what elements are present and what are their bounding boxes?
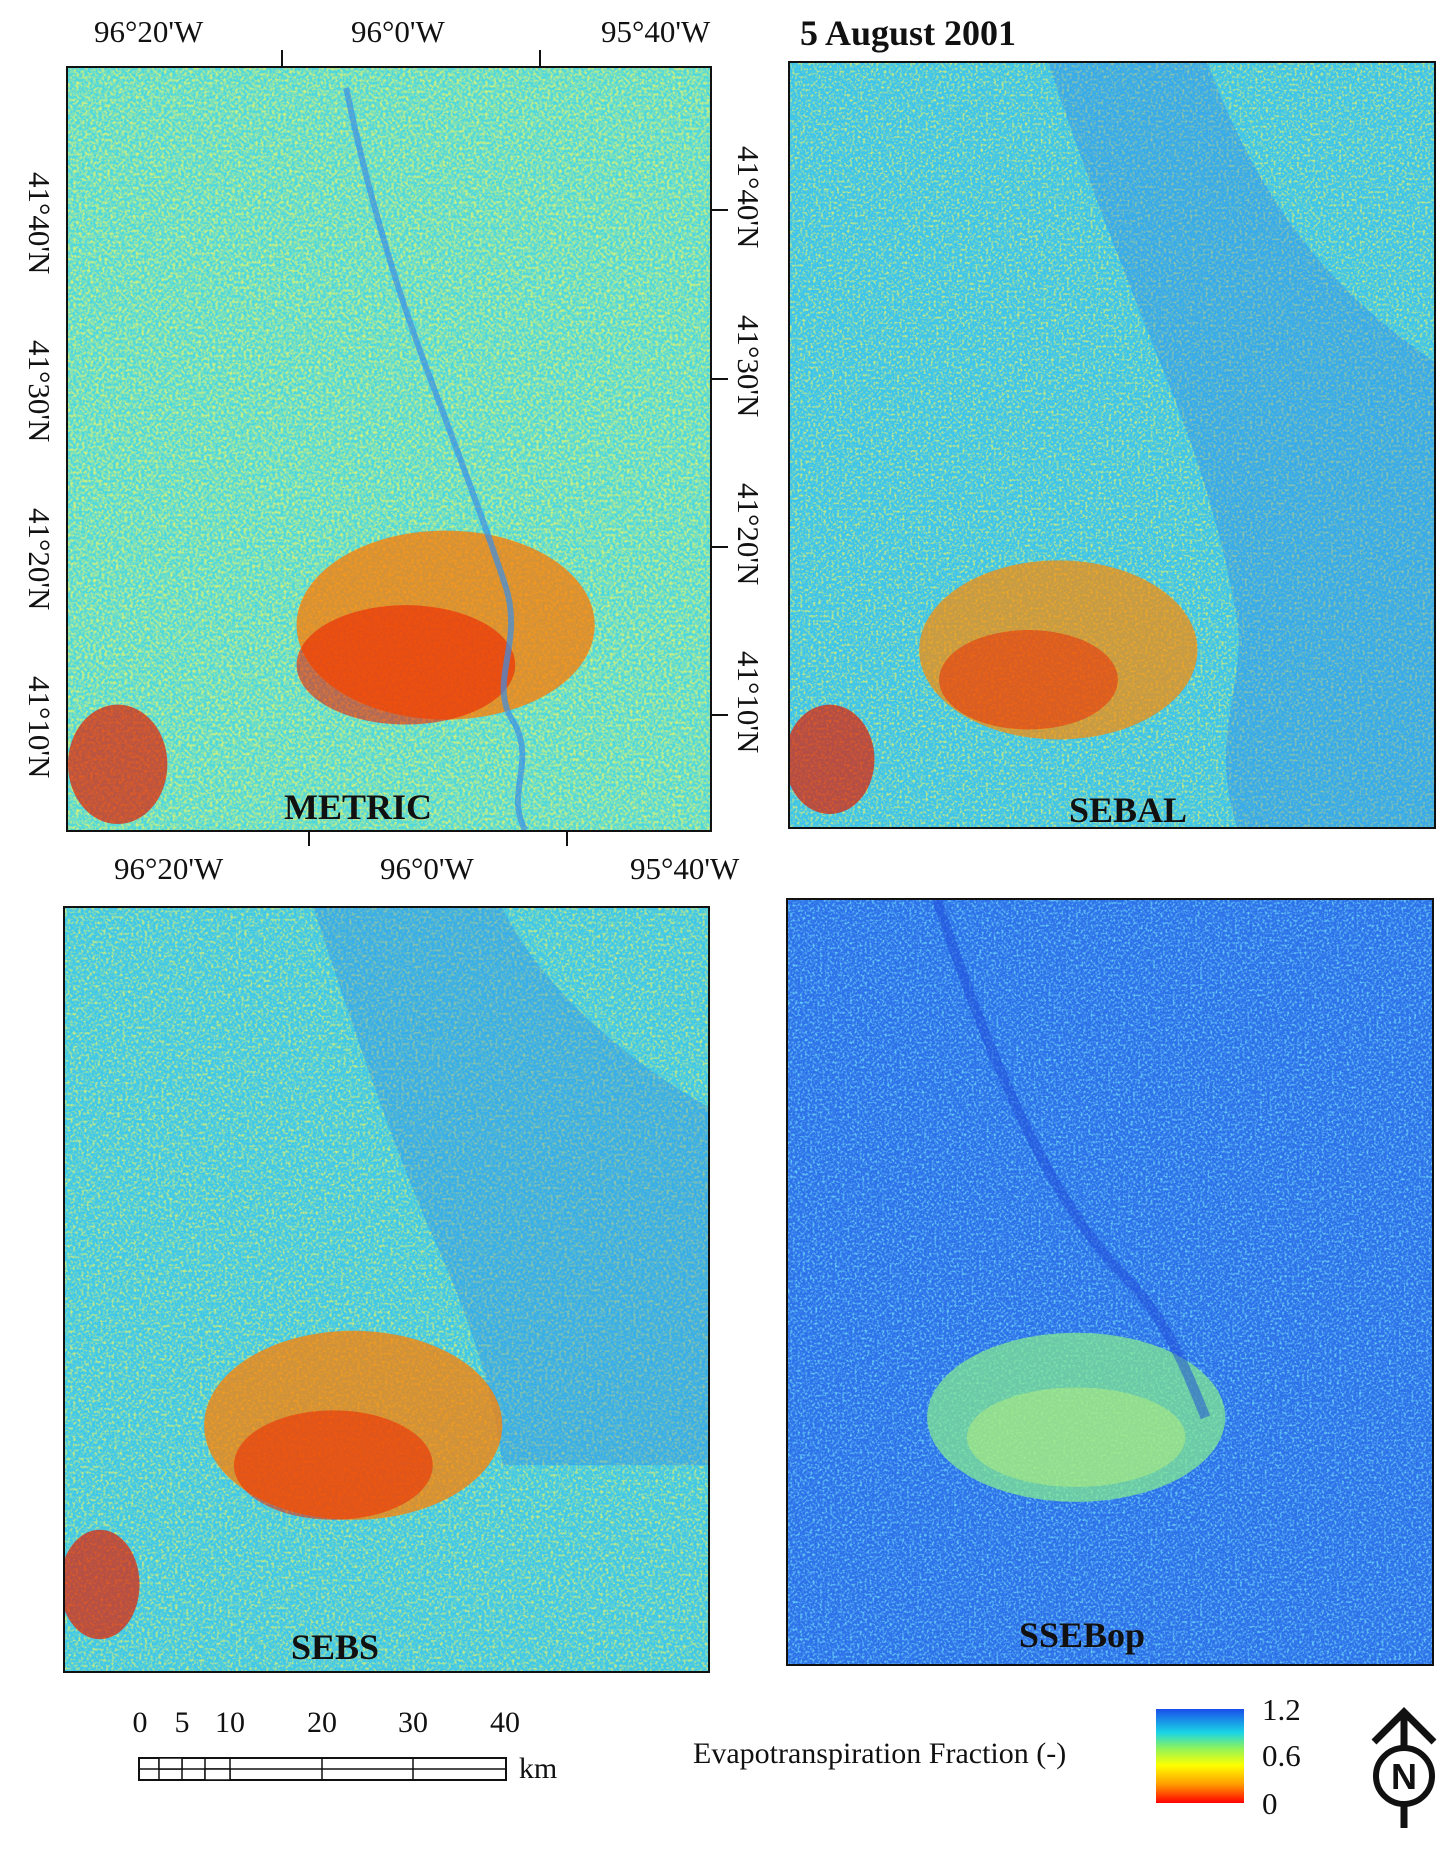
- panel-label-sebs: SEBS: [290, 1627, 380, 1667]
- lat-label-left-4: 41°10'N: [22, 676, 57, 779]
- et-fraction-raster-sebal: [790, 63, 1434, 827]
- scale-tick-label: 0: [132, 1706, 148, 1739]
- legend-max: 1.2: [1262, 1692, 1301, 1727]
- lon-tick-top-1: [281, 50, 283, 66]
- lon-label-bottom-3: 95°40'W: [630, 851, 740, 886]
- map-panel-metric: METRIC: [66, 66, 712, 832]
- scale-tick-label: 10: [215, 1706, 245, 1739]
- scale-tick-label: 30: [398, 1706, 428, 1739]
- et-fraction-raster-metric: [68, 68, 710, 830]
- lat-label-left-2: 41°30'N: [22, 340, 57, 443]
- lon-label-top-1: 96°20'W: [94, 14, 204, 49]
- lat-label-left-1: 41°40'N: [22, 172, 57, 275]
- lat-label-right-2: 41°30'N: [731, 315, 766, 418]
- map-panel-ssebop: SSEBop: [786, 898, 1434, 1666]
- legend-title: Evapotranspiration Fraction (-): [693, 1737, 1067, 1770]
- lat-label-right-1: 41°40'N: [731, 146, 766, 249]
- lat-tick-right-2: [712, 378, 728, 380]
- lat-tick-right-1: [712, 209, 728, 211]
- et-fraction-raster-ssebop: [788, 900, 1432, 1664]
- lat-tick-right-4: [712, 714, 728, 716]
- lat-label-right-4: 41°10'N: [731, 651, 766, 754]
- lon-label-bottom-1: 96°20'W: [114, 851, 224, 886]
- north-letter: N: [1391, 1756, 1417, 1797]
- map-panel-sebs: SEBS: [63, 906, 710, 1673]
- north-arrow-icon: N: [1371, 1707, 1437, 1828]
- scale-tick-label: 20: [307, 1706, 337, 1739]
- panel-label-metric: METRIC: [283, 787, 433, 827]
- map-panel-sebal: SEBAL: [788, 61, 1436, 829]
- lat-label-left-3: 41°20'N: [22, 508, 57, 611]
- legend-min: 0: [1262, 1786, 1278, 1821]
- lon-tick-bottom-2: [566, 830, 568, 846]
- scale-unit-label: km: [518, 1752, 558, 1785]
- legend-color-ramp: [1156, 1709, 1244, 1803]
- panel-label-sebal: SEBAL: [1068, 790, 1188, 829]
- lon-label-top-2: 96°0'W: [351, 14, 445, 49]
- legend-mid: 0.6: [1262, 1738, 1301, 1773]
- scale-bar: [138, 1757, 507, 1781]
- lat-label-right-3: 41°20'N: [731, 483, 766, 586]
- lat-tick-right-3: [712, 546, 728, 548]
- lon-tick-bottom-1: [308, 830, 310, 846]
- lon-label-bottom-2: 96°0'W: [380, 851, 474, 886]
- scale-tick-label: 40: [490, 1706, 520, 1739]
- figure-title: 5 August 2001: [800, 13, 1017, 53]
- scale-tick-label: 5: [174, 1706, 190, 1739]
- lon-tick-top-2: [539, 50, 541, 66]
- et-fraction-raster-sebs: [65, 908, 708, 1671]
- panel-label-ssebop: SSEBop: [1018, 1615, 1146, 1655]
- lon-label-top-3: 95°40'W: [601, 14, 711, 49]
